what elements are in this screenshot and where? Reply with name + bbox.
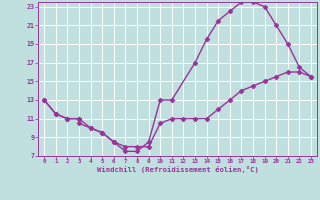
X-axis label: Windchill (Refroidissement éolien,°C): Windchill (Refroidissement éolien,°C): [97, 166, 259, 173]
